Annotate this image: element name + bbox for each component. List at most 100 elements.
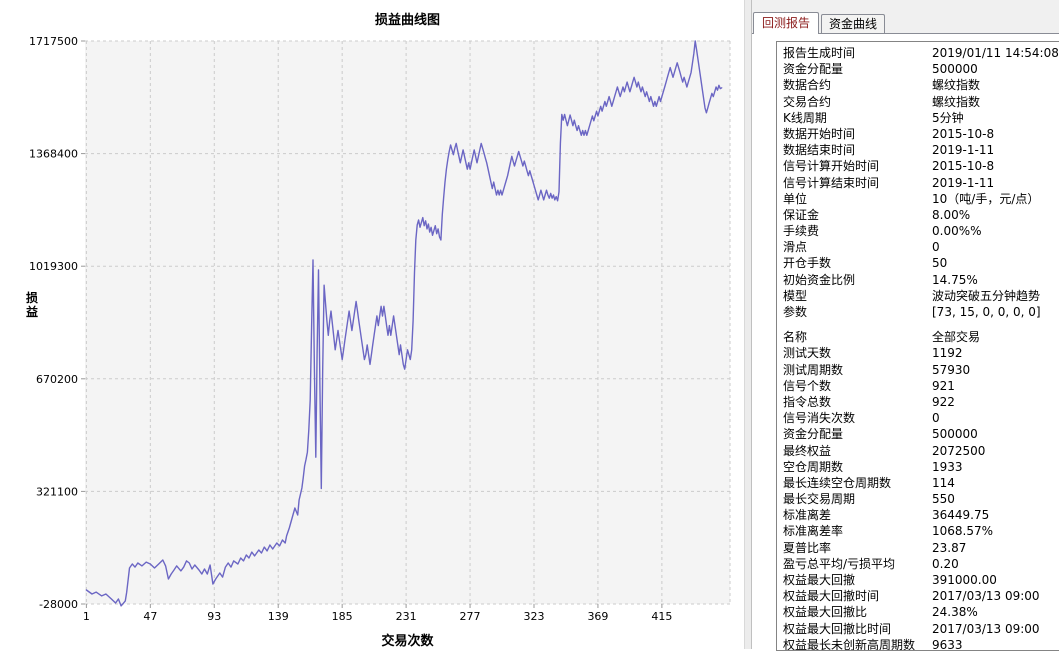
report-row-value: 500000	[932, 427, 978, 442]
report-row: 单位 10（吨/手，元/点）	[777, 191, 1059, 207]
report-row: 最长交易周期 550	[777, 491, 1059, 507]
report-row-label: 初始资金比例	[783, 272, 856, 287]
y-tick-label: 321100	[36, 485, 78, 498]
report-row-value: 1933	[932, 459, 963, 474]
report-row-label: 指令总数	[783, 394, 832, 409]
report-row-value: 2019-1-11	[932, 175, 995, 190]
report-row: 数据合约 螺纹指数	[777, 77, 1059, 93]
report-row: 权益最大回撤比时间 2017/03/13 09:00	[777, 621, 1059, 637]
report-row: 参数 [73, 15, 0, 0, 0, 0]	[777, 304, 1059, 320]
report-tab-page: 报告生成时间 2019/01/11 14:54:08 资金分配量 500000 数据合约…	[752, 33, 1059, 651]
report-row-value: 10（吨/手，元/点）	[932, 191, 1040, 206]
pane-splitter[interactable]	[744, 0, 752, 649]
y-tick-label: 1019300	[29, 260, 78, 273]
report-row: 保证金 8.00%	[777, 207, 1059, 223]
report-row: 标准离差率 1068.57%	[777, 523, 1059, 539]
y-tick-label: 1368400	[29, 148, 78, 161]
report-row-label: 信号个数	[783, 378, 832, 393]
report-row-label: 最长交易周期	[783, 492, 856, 507]
report-row: 名称 全部交易	[777, 329, 1059, 345]
report-panel: 回测报告 资金曲线 报告生成时间 2019/01/11 14:54:08 资金分配量…	[752, 0, 1059, 651]
report-row: 资金分配量 500000	[777, 61, 1059, 77]
report-row-label: 资金分配量	[783, 427, 844, 442]
report-row: 空仓周期数 1933	[777, 459, 1059, 475]
report-row: 权益最大回撤时间 2017/03/13 09:00	[777, 588, 1059, 604]
report-row: 测试天数 1192	[777, 345, 1059, 361]
tab-backtest-report[interactable]: 回测报告	[753, 12, 820, 34]
report-row-value: 8.00%	[932, 207, 971, 222]
report-row-label: 模型	[783, 288, 808, 303]
report-row-value: 391000.00	[932, 573, 997, 587]
report-row-value: 螺纹指数	[932, 78, 981, 93]
x-tick-label: 415	[651, 610, 672, 623]
report-row-label: 最终权益	[783, 443, 832, 458]
x-tick-label: 323	[523, 610, 544, 623]
chart-plot-area: 1717500 1368400 1019300 670200 321100 -28000 1…	[29, 35, 731, 623]
chart-y-axis-label: 损益	[25, 291, 38, 319]
report-row-value: 0	[932, 411, 940, 426]
report-row-value: 922	[932, 394, 955, 409]
report-row: 信号计算开始时间 2015-10-8	[777, 158, 1059, 174]
report-row-label: 保证金	[783, 207, 820, 222]
report-row-label: 夏普比率	[783, 540, 832, 555]
report-row-value: 2015-10-8	[932, 159, 995, 174]
report-row-value: 0.00%%	[932, 224, 982, 239]
report-row-label: 测试周期数	[783, 362, 844, 377]
report-row: 初始资金比例 14.75%	[777, 272, 1059, 288]
report-row-label: 参数	[783, 305, 808, 319]
x-tick-label: 139	[268, 610, 289, 623]
report-row-label: 标准离差	[783, 508, 832, 523]
report-row-value: 全部交易	[932, 330, 981, 345]
profit-curve-chart: 1717500 1368400 1019300 670200 321100 -28000 1…	[25, 13, 731, 649]
report-row-value: 57930	[932, 362, 971, 377]
x-tick-label: 1	[83, 610, 90, 623]
report-row-label: 权益最大回撤	[783, 573, 856, 587]
tab-equity-curve[interactable]: 资金曲线	[821, 14, 886, 33]
report-row: 资金分配量 500000	[777, 426, 1059, 442]
report-row-value: 550	[932, 492, 955, 507]
report-row-label: 名称	[783, 330, 808, 345]
report-row-label: 标准离差率	[783, 524, 844, 539]
report-row-label: 权益最长未创新高周期数	[783, 637, 916, 651]
report-row-label: 报告生成时间	[783, 46, 856, 60]
chart-title: 损益曲线图	[374, 13, 440, 28]
report-row-value: 2017/03/13 09:00	[932, 621, 1040, 636]
report-row-value: 24.38%	[932, 605, 978, 620]
report-row-value: 1192	[932, 346, 963, 361]
report-row-label: 测试天数	[783, 346, 832, 361]
y-tick-label: -28000	[39, 598, 78, 611]
report-row-label: 权益最大回撤比时间	[783, 621, 892, 636]
x-tick-label: 47	[143, 610, 157, 623]
report-row-label: 盈亏总平均/亏损平均	[783, 556, 896, 571]
report-row-spacer	[777, 320, 1059, 329]
report-row-label: 信号消失次数	[783, 411, 856, 426]
report-row-value: 50	[932, 256, 948, 271]
report-row-value: 波动突破五分钟趋势	[932, 288, 1041, 303]
report-tabbar: 回测报告 资金曲线	[753, 12, 887, 34]
report-row: 数据开始时间 2015-10-8	[777, 126, 1059, 142]
report-row-label: 空仓周期数	[783, 459, 844, 474]
report-row-value: 23.87	[932, 540, 967, 555]
report-row-label: 最长连续空仓周期数	[783, 475, 892, 490]
x-tick-label: 231	[396, 610, 417, 623]
report-row-label: 手续费	[783, 224, 820, 239]
y-tick-label: 1717500	[29, 35, 78, 48]
report-row-value: 0	[932, 240, 940, 255]
report-row: 手续费 0.00%%	[777, 223, 1059, 239]
report-row: K线周期 5分钟	[777, 110, 1059, 126]
report-row-value: 2017/03/13 09:00	[932, 589, 1040, 604]
report-row-label: 单位	[783, 191, 808, 206]
report-row-value: 2019-1-11	[932, 143, 995, 158]
report-row-value: 500000	[932, 62, 978, 77]
y-tick-label: 670200	[36, 373, 78, 386]
report-row-label: 资金分配量	[783, 62, 844, 77]
report-row-label: 开仓手数	[783, 256, 832, 271]
report-row-value: 2015-10-8	[932, 126, 995, 141]
report-row-label: 信号计算开始时间	[783, 159, 880, 174]
report-row-label: 数据开始时间	[783, 126, 856, 141]
report-row: 信号计算结束时间 2019-1-11	[777, 175, 1059, 191]
report-row-value: [73, 15, 0, 0, 0, 0]	[932, 305, 1041, 319]
report-row-value: 0.20	[932, 556, 959, 571]
profit-curve-line	[85, 40, 723, 607]
report-row: 交易合约 螺纹指数	[777, 94, 1059, 110]
